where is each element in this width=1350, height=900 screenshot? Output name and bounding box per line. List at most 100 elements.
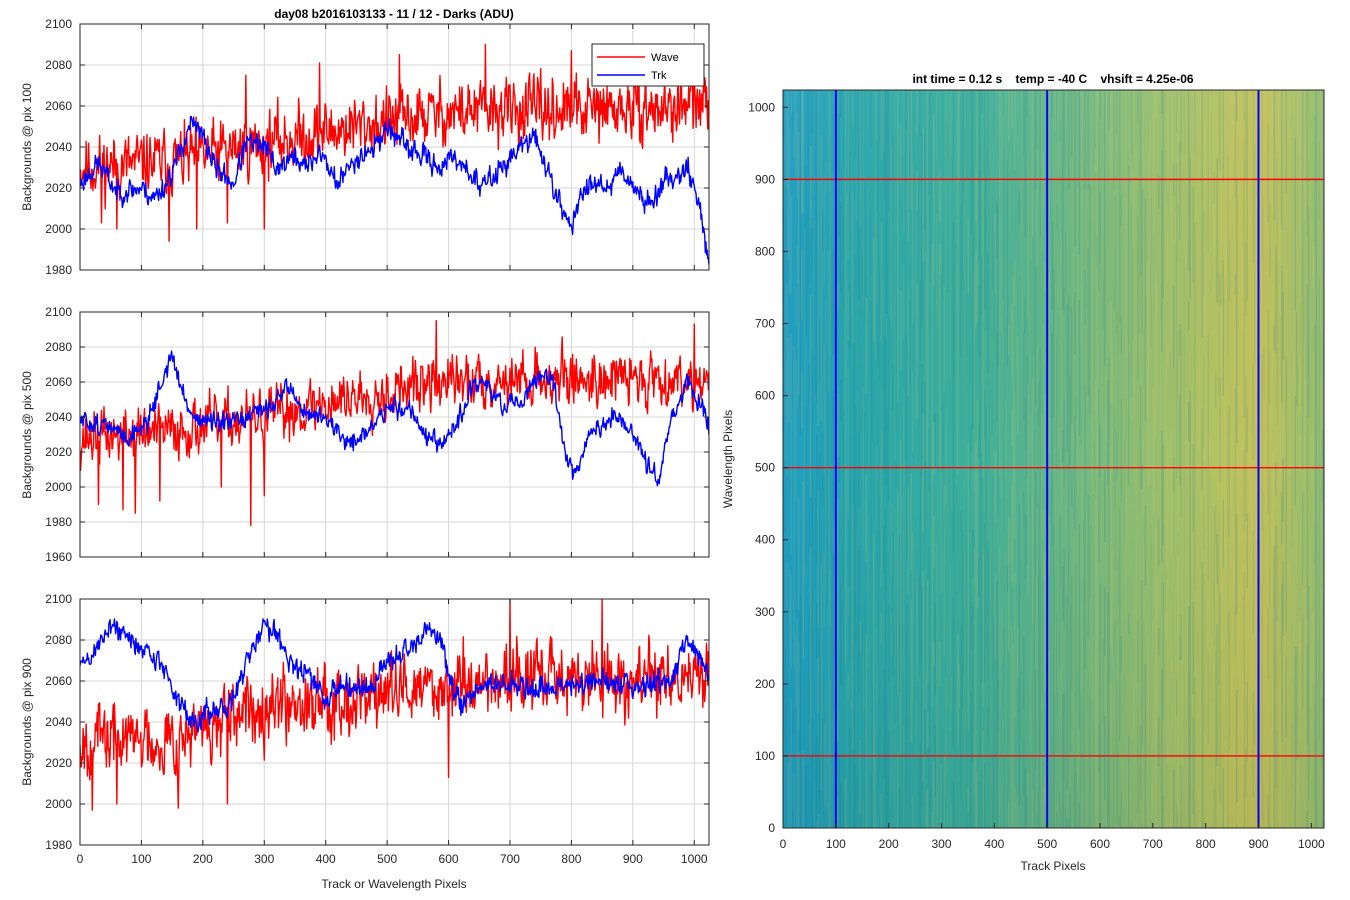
series-group (80, 320, 709, 527)
series-group (80, 43, 709, 266)
heatmap-streak (1134, 821, 1136, 828)
x-tick-label: 100 (131, 852, 151, 866)
y-axis-label: Backgrounds @ pix 900 (20, 658, 34, 786)
tick-group: 1960 1980 2000 2020 2040 2060 2080 2100 (45, 305, 709, 564)
y-tick-label: 2040 (45, 410, 72, 424)
y-tick-label: 0 (768, 821, 775, 835)
heatmap-streak (1141, 824, 1143, 828)
x-tick-label: 0 (780, 837, 787, 851)
y-tick-label: 800 (755, 244, 775, 258)
y-tick-label: 700 (755, 317, 775, 331)
series-line-wave (80, 599, 709, 811)
tick-group: 0 100 200 300 400 500 600 700 800 900 1000 0 100 200 3… (748, 100, 1325, 851)
y-tick-label: 2100 (45, 305, 72, 319)
x-tick-label: 400 (316, 852, 336, 866)
series-group (80, 599, 709, 811)
x-tick-label: 500 (377, 852, 397, 866)
x-tick-label: 700 (500, 852, 520, 866)
x-tick-label: 700 (1143, 837, 1163, 851)
y-axis-label: Backgrounds @ pix 500 (20, 371, 34, 499)
line-panel-pix-100: 1980 2000 2020 2040 2060 2080 2100 Backgrounds… (20, 17, 710, 277)
x-axis-label: Track or Wavelength Pixels (321, 877, 466, 891)
heatmap-image (783, 90, 1324, 828)
y-axis-label: Backgrounds @ pix 100 (20, 83, 34, 211)
heatmap-streak (939, 826, 941, 828)
y-tick-label: 2060 (45, 375, 72, 389)
y-tick-label: 1980 (45, 838, 72, 852)
x-tick-label: 300 (931, 837, 951, 851)
heatmap-streak (832, 820, 834, 828)
y-tick-label: 2020 (45, 756, 72, 770)
x-tick-label: 200 (193, 852, 213, 866)
x-tick-label: 800 (1196, 837, 1216, 851)
line-panel-pix-900: 0 100 200 300 400 500 600 700 800 900 1000 1980 2000… (20, 592, 710, 891)
heatmap-streak (1089, 823, 1091, 828)
y-tick-label: 300 (755, 605, 775, 619)
grid-lines (80, 599, 709, 845)
heatmap-y-axis-label: Wavelength Pixels (721, 410, 735, 508)
legend-box (591, 43, 705, 87)
y-tick-label: 2020 (45, 445, 72, 459)
y-tick-label: 2080 (45, 58, 72, 72)
x-tick-label: 900 (1248, 837, 1268, 851)
series-line-wave (80, 320, 709, 527)
heatmap-streak (843, 821, 845, 828)
legend-trk-label: Trk (651, 70, 667, 82)
y-tick-label: 2060 (45, 674, 72, 688)
heatmap-title: int time = 0.12 s temp = -40 C vhsift = … (912, 72, 1193, 86)
series-line-trk (80, 115, 709, 266)
heatmap-streak (1150, 819, 1152, 828)
x-tick-label: 500 (1037, 837, 1057, 851)
y-tick-label: 900 (755, 172, 775, 186)
y-tick-label: 1980 (45, 515, 72, 529)
y-tick-label: 2100 (45, 592, 72, 606)
x-tick-label: 0 (77, 852, 84, 866)
line-panel-pix-500: 1960 1980 2000 2020 2040 2060 2080 2100 Backgro… (20, 305, 710, 564)
heatmap-panel: int time = 0.12 s temp = -40 C vhsift = … (721, 72, 1325, 873)
x-tick-label: 100 (826, 837, 846, 851)
y-tick-label: 2000 (45, 222, 72, 236)
y-tick-label: 2060 (45, 99, 72, 113)
y-tick-label: 400 (755, 533, 775, 547)
axes-box (79, 311, 710, 558)
y-tick-label: 2000 (45, 797, 72, 811)
marker-lines (783, 90, 1324, 828)
heatmap-shade (783, 90, 1324, 828)
heatmap-streak (900, 827, 902, 828)
x-tick-label: 200 (879, 837, 899, 851)
x-tick-label: 400 (984, 837, 1004, 851)
y-tick-label: 2040 (45, 140, 72, 154)
heatmap-streak (1107, 821, 1109, 828)
y-tick-label: 100 (755, 749, 775, 763)
y-tick-label: 2020 (45, 181, 72, 195)
y-tick-label: 1960 (45, 550, 72, 564)
y-tick-label: 1000 (748, 100, 775, 114)
y-tick-label: 1980 (45, 263, 72, 277)
heatmap-x-axis-label: Track Pixels (1021, 859, 1086, 873)
y-tick-label: 200 (755, 677, 775, 691)
legend-wave-label: Wave (651, 52, 679, 64)
y-tick-label: 500 (755, 461, 775, 475)
heatmap-streak (1186, 825, 1188, 828)
x-tick-label: 600 (1090, 837, 1110, 851)
y-tick-label: 2080 (45, 340, 72, 354)
y-tick-label: 600 (755, 389, 775, 403)
x-tick-label: 1000 (1298, 837, 1325, 851)
tick-group: 0 100 200 300 400 500 600 700 800 900 1000 1980 2000… (45, 592, 709, 866)
y-tick-label: 2000 (45, 480, 72, 494)
series-line-trk (80, 618, 709, 733)
tick-group: 1980 2000 2020 2040 2060 2080 2100 (45, 17, 709, 277)
heatmap-streak (1149, 822, 1151, 828)
heatmap-axes-box (782, 89, 1325, 829)
y-tick-label: 2080 (45, 633, 72, 647)
heatmap-streak (1131, 823, 1133, 828)
y-tick-label: 2040 (45, 715, 72, 729)
x-tick-label: 1000 (681, 852, 708, 866)
series-line-trk (80, 350, 709, 487)
x-tick-label: 900 (623, 852, 643, 866)
y-tick-label: 2100 (45, 17, 72, 31)
heatmap-streak (1236, 824, 1238, 828)
figure-title: day08 b2016103133 - 11 / 12 - Darks (ADU… (274, 7, 513, 21)
x-tick-label: 300 (254, 852, 274, 866)
